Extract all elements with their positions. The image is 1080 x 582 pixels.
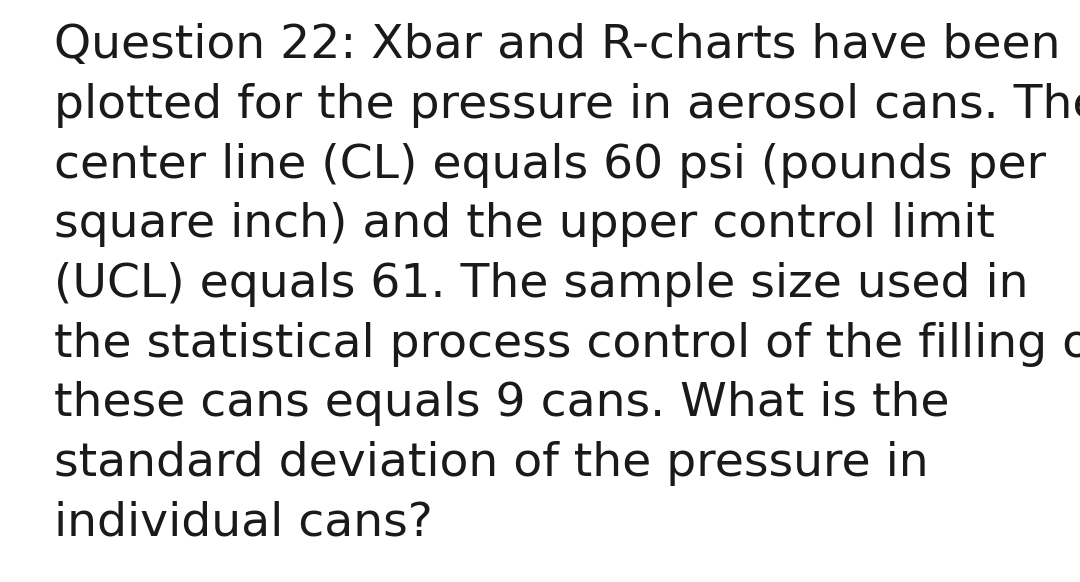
Text: Question 22: Xbar and R-charts have been
plotted for the pressure in aerosol can: Question 22: Xbar and R-charts have been… [54,23,1080,546]
